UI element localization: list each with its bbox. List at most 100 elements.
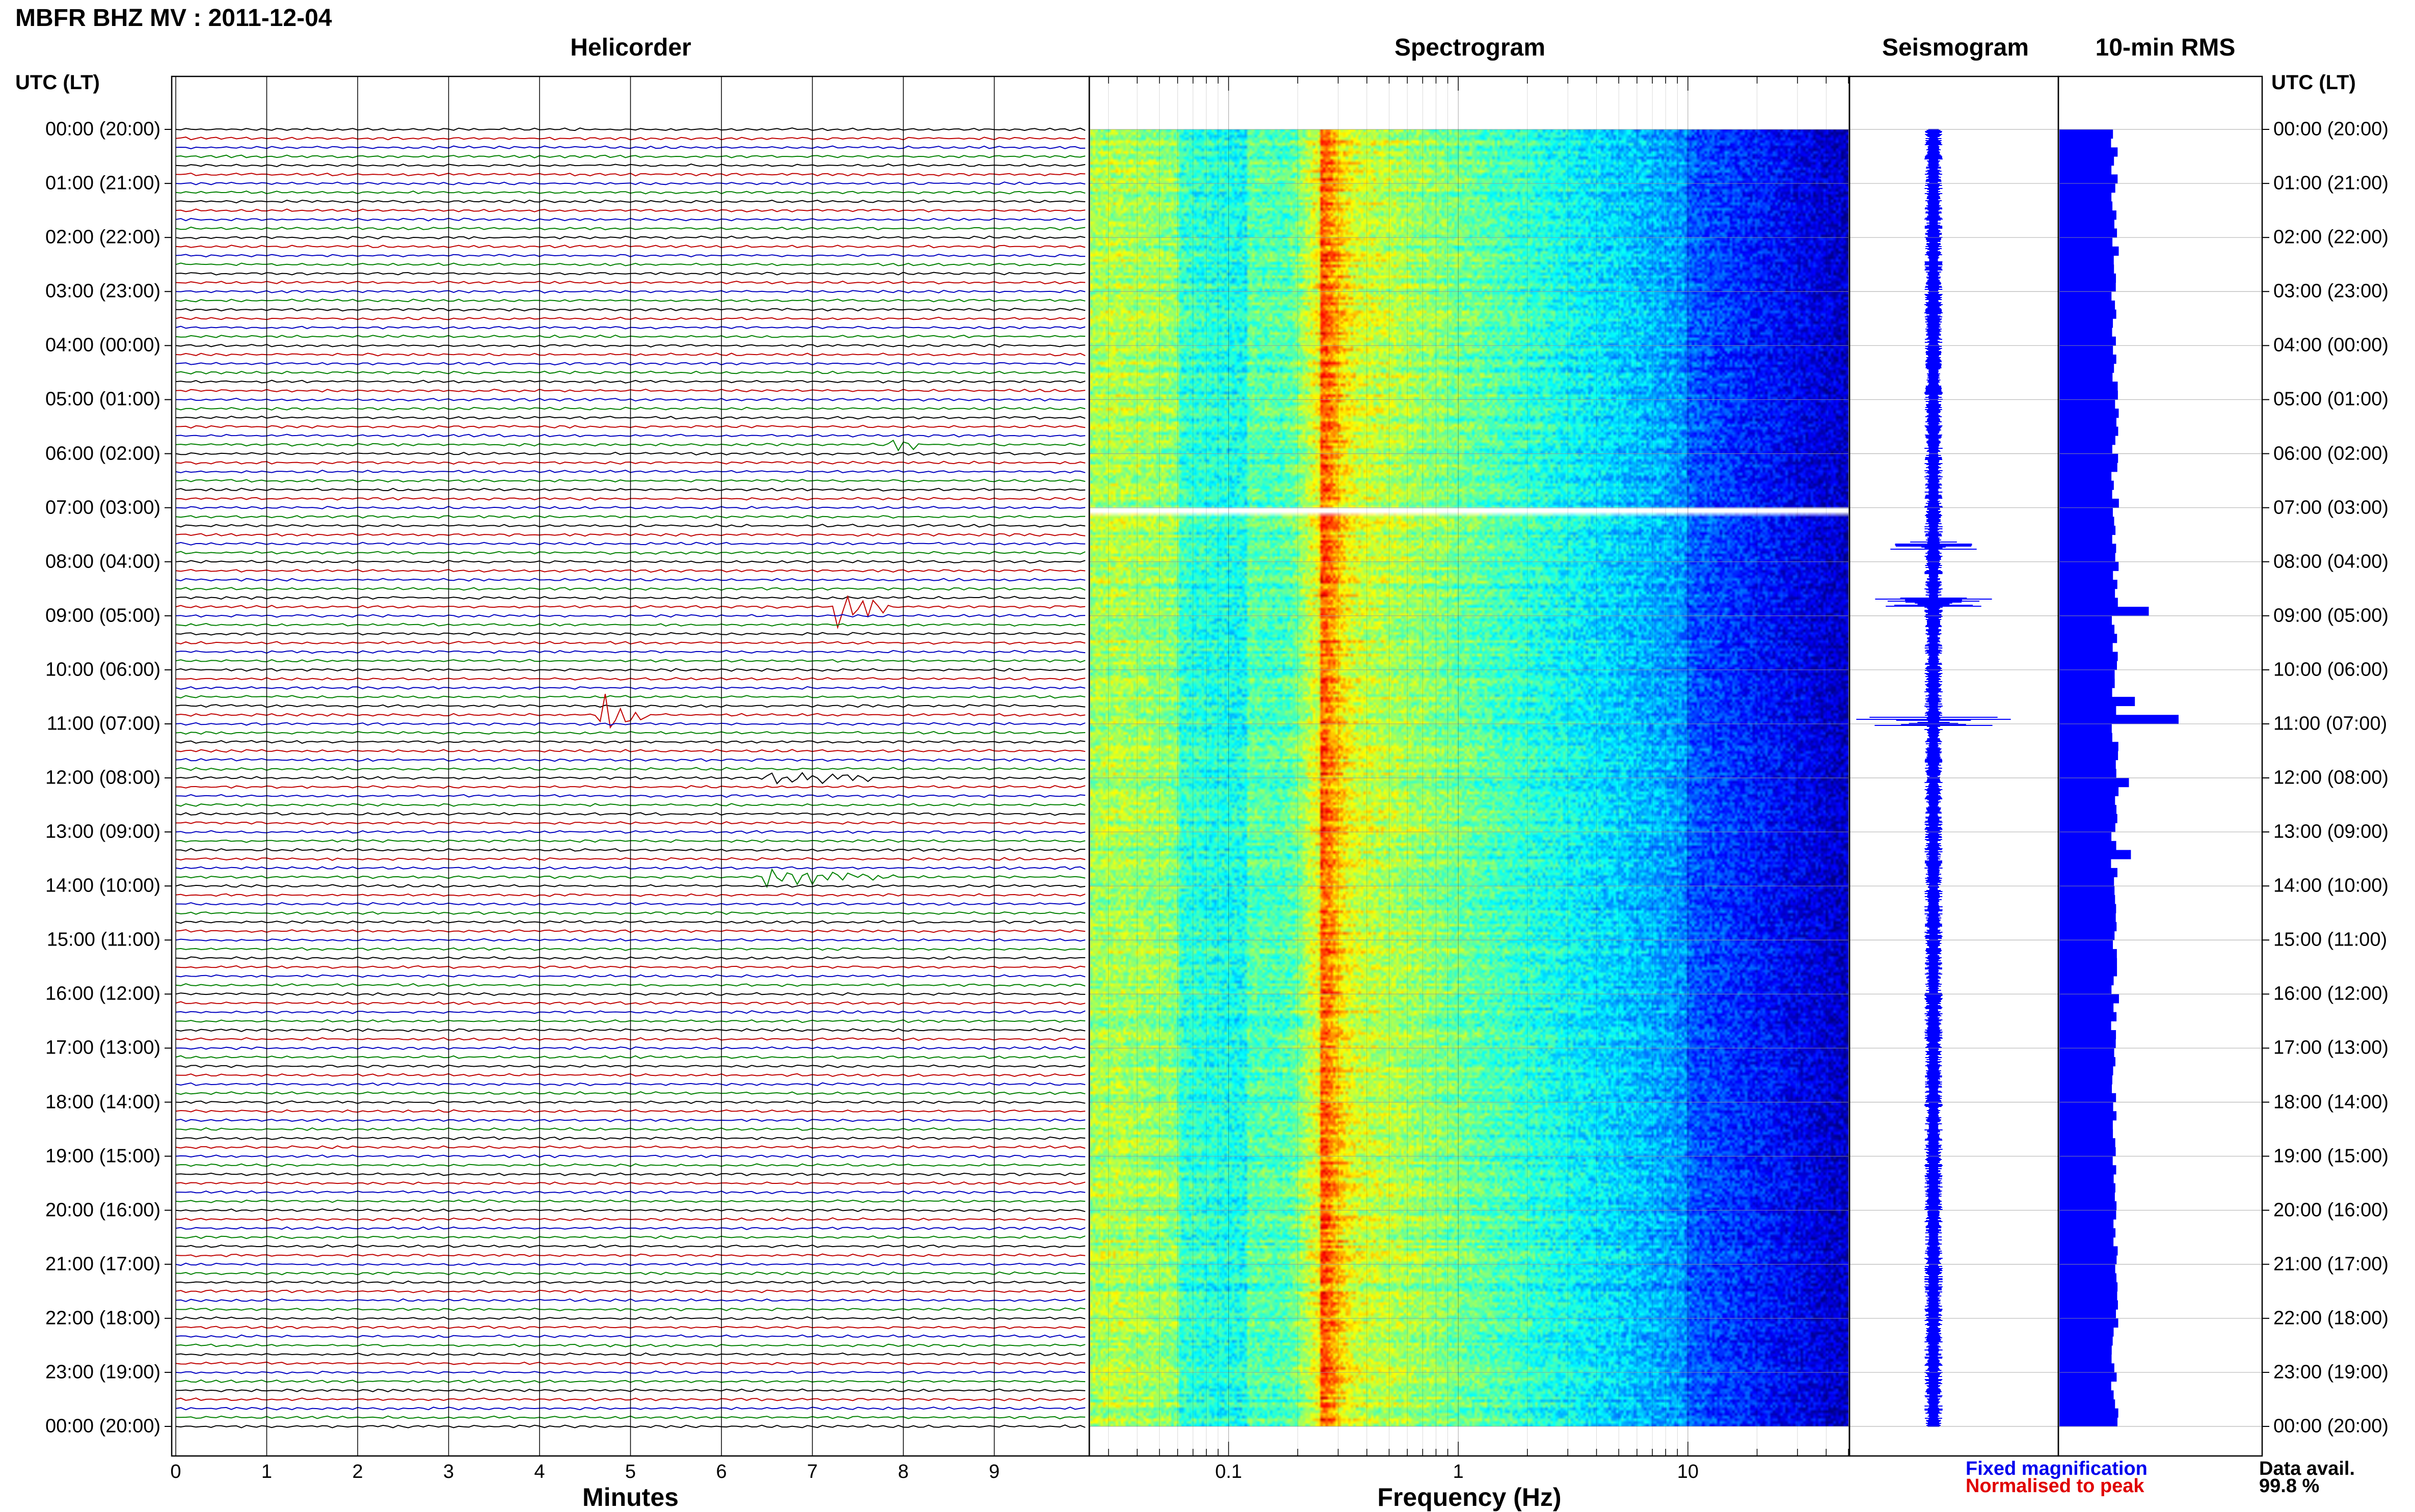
- legend-fixed-magnification: Fixed magnification: [1966, 1458, 2148, 1479]
- time-label-left: 08:00 (04:00): [45, 551, 160, 573]
- rms-bar: [2059, 1093, 2116, 1102]
- rms-bar: [2059, 985, 2112, 994]
- rms-bar: [2059, 696, 2135, 707]
- time-label-right: 04:00 (00:00): [2273, 334, 2389, 356]
- rms-bar: [2059, 507, 2113, 517]
- data-availability-value: 99.8 %: [2259, 1475, 2320, 1497]
- rms-bar: [2059, 652, 2118, 661]
- rms-bar: [2059, 958, 2117, 967]
- rms-bar: [2059, 1183, 2115, 1193]
- rms-bar: [2059, 1075, 2112, 1085]
- rms-bar: [2059, 436, 2115, 445]
- minute-tick-label: 9: [988, 1461, 1000, 1482]
- rms-bar: [2059, 1246, 2118, 1256]
- rms-bar: [2059, 688, 2112, 697]
- rms-bar: [2059, 1192, 2115, 1202]
- rms-bar: [2059, 237, 2113, 247]
- rms-bar: [2059, 967, 2117, 977]
- rms-bar: [2059, 1318, 2118, 1328]
- rms-bar: [2059, 580, 2117, 589]
- rms-bar: [2059, 1174, 2114, 1184]
- rms-bar: [2059, 498, 2119, 508]
- rms-bar: [2059, 246, 2119, 256]
- time-label-left: 10:00 (06:00): [45, 659, 160, 681]
- rms-bar: [2059, 598, 2118, 607]
- rms-bar: [2059, 480, 2114, 490]
- rms-bar: [2059, 625, 2115, 634]
- time-label-left: 20:00 (16:00): [45, 1199, 160, 1221]
- minute-tick-label: 6: [716, 1461, 727, 1482]
- rms-bars: [2059, 129, 2179, 1427]
- rms-bar: [2059, 1111, 2117, 1121]
- rms-bar: [2059, 399, 2115, 409]
- time-label-right: 00:00 (20:00): [2273, 118, 2389, 140]
- time-label-right: 02:00 (22:00): [2273, 226, 2389, 248]
- rms-bar: [2059, 327, 2112, 337]
- rms-bar: [2059, 453, 2118, 463]
- time-label-right: 00:00 (20:00): [2273, 1415, 2389, 1437]
- rms-bar: [2059, 588, 2115, 598]
- rms-bar: [2059, 192, 2112, 202]
- time-label-left: 16:00 (12:00): [45, 983, 160, 1005]
- rms-bar: [2059, 1003, 2114, 1013]
- rms-bar: [2059, 949, 2117, 959]
- rms-bar: [2059, 823, 2115, 832]
- seismogram-frame: [1848, 75, 2059, 1457]
- rms-bar: [2059, 517, 2114, 526]
- rms-bar: [2059, 787, 2119, 796]
- rms-bar: [2059, 228, 2117, 238]
- rms-bar: [2059, 733, 2112, 742]
- rms-bar: [2059, 1291, 2117, 1301]
- time-label-left: 22:00 (18:00): [45, 1307, 160, 1329]
- time-label-right: 14:00 (10:00): [2273, 875, 2389, 897]
- time-label-right: 09:00 (05:00): [2273, 605, 2389, 627]
- rms-bar: [2059, 850, 2131, 859]
- rms-bar: [2059, 300, 2115, 310]
- rms-bar: [2059, 219, 2114, 229]
- time-label-left: 11:00 (07:00): [46, 713, 160, 735]
- rms-bar: [2059, 336, 2116, 346]
- rms-bar: [2059, 796, 2115, 805]
- rms-bar: [2059, 904, 2116, 913]
- time-label-left: 18:00 (14:00): [45, 1091, 160, 1113]
- time-label-right: 11:00 (07:00): [2273, 713, 2387, 735]
- rms-bar: [2059, 841, 2116, 850]
- rms-bar: [2059, 723, 2112, 734]
- minute-tick-label: 7: [807, 1461, 818, 1482]
- rms-bar: [2059, 832, 2112, 842]
- rms-bar: [2059, 345, 2113, 355]
- rms-bar: [2059, 1345, 2112, 1355]
- time-label-right: 21:00 (17:00): [2273, 1253, 2389, 1275]
- rms-bar: [2059, 1336, 2113, 1346]
- minute-tick-label: 3: [443, 1461, 454, 1482]
- rms-bar: [2059, 534, 2112, 544]
- time-label-right: 22:00 (18:00): [2273, 1307, 2389, 1329]
- rms-bar: [2059, 1390, 2114, 1400]
- time-label-left: 07:00 (03:00): [45, 497, 160, 519]
- time-label-left: 09:00 (05:00): [45, 605, 160, 627]
- rms-bar: [2059, 634, 2117, 643]
- rms-bar: [2059, 355, 2116, 364]
- rms-bar: [2059, 1264, 2115, 1274]
- rms-bar: [2059, 976, 2114, 986]
- helicorder-title: Helicorder: [570, 34, 691, 61]
- rms-bar: [2059, 165, 2112, 175]
- rms-bar: [2059, 156, 2114, 166]
- rms-bar: [2059, 1381, 2111, 1391]
- time-label-left: 23:00 (19:00): [45, 1361, 160, 1383]
- minute-tick-label: 8: [898, 1461, 909, 1482]
- rms-bar: [2059, 291, 2112, 301]
- time-label-left: 21:00 (17:00): [45, 1253, 160, 1275]
- rms-bar: [2059, 886, 2115, 896]
- rms-bar: [2059, 1120, 2113, 1130]
- rms-bar: [2059, 1327, 2114, 1337]
- rms-bar: [2059, 571, 2113, 580]
- rms-bar: [2059, 561, 2119, 571]
- spectrogram-title: Spectrogram: [1394, 34, 1546, 61]
- rms-bar: [2059, 282, 2116, 292]
- time-label-left: 02:00 (22:00): [45, 226, 160, 248]
- rms-bar: [2059, 931, 2115, 940]
- rms-bar: [2059, 661, 2117, 670]
- rms-bar: [2059, 174, 2118, 184]
